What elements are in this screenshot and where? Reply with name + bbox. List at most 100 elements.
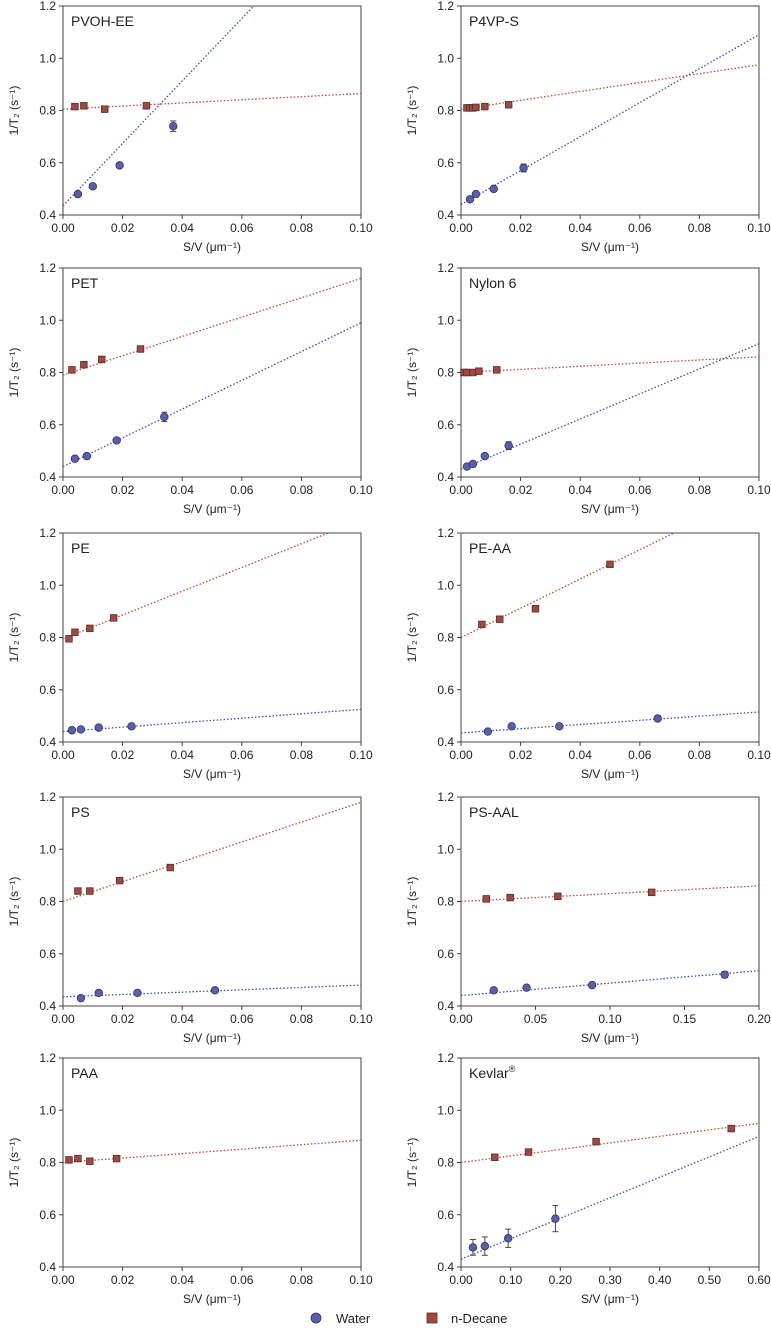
x-tick-label: 0.08 — [688, 221, 712, 235]
x-tick-label: 0.02 — [509, 748, 533, 762]
y-tick-label: 0.4 — [39, 470, 56, 484]
x-tick-label: 0.00 — [449, 748, 473, 762]
y-tick-label: 0.6 — [39, 1208, 56, 1222]
panel-3: 0.4 0.6 0.8 1.0 1.2 0.00 0.02 0.04 0.06 0.08 0.10 S… — [7, 261, 373, 516]
x-tick-label: 0.02 — [111, 1012, 135, 1026]
x-tick-label: 0.06 — [230, 1273, 254, 1287]
data-point — [524, 1148, 533, 1156]
data-point — [109, 614, 118, 622]
y-tick-label: 1.2 — [39, 0, 56, 13]
y-tick-label: 0.6 — [437, 418, 454, 432]
panel-10: 0.4 0.6 0.8 1.0 1.2 0.00 0.10 0.20 0.30 0.40 0.50 0… — [405, 1051, 771, 1306]
series-water — [63, 6, 255, 207]
y-tick-label: 1.2 — [437, 526, 454, 540]
series-n-decane — [63, 1139, 361, 1165]
y-tick-label: 1.2 — [437, 261, 454, 275]
x-tick-label: 0.04 — [171, 748, 195, 762]
x-tick-label: 0.04 — [569, 483, 593, 497]
data-point — [136, 345, 145, 353]
data-point — [142, 102, 151, 110]
y-tick-label: 0.8 — [39, 895, 56, 909]
fit-line — [461, 34, 759, 206]
x-axis-label: S/V (μm⁻¹) — [183, 240, 241, 254]
fit-line — [63, 322, 361, 468]
y-tick-label: 1.0 — [437, 51, 454, 65]
data-point — [489, 986, 498, 995]
data-point — [166, 863, 174, 872]
x-tick-label: 0.00 — [449, 483, 473, 497]
data-point — [468, 459, 478, 469]
x-tick-label: 0.08 — [688, 483, 712, 497]
fit-line — [461, 970, 759, 997]
data-point — [80, 360, 88, 369]
data-point — [648, 888, 656, 897]
x-tick-label: 0.20 — [747, 1012, 771, 1026]
y-tick-label: 1.0 — [437, 313, 454, 327]
y-tick-label: 0.8 — [437, 104, 454, 118]
x-tick-label: 0.08 — [290, 483, 314, 497]
panel-title: PVOH-EE — [71, 13, 134, 29]
x-tick-label: 0.20 — [549, 1273, 573, 1287]
x-tick-label: 0.00 — [51, 1273, 75, 1287]
data-point — [70, 454, 80, 463]
y-tick-label: 0.4 — [437, 208, 454, 222]
x-axis-label: S/V (μm⁻¹) — [581, 1292, 639, 1306]
x-tick-label: 0.50 — [698, 1273, 722, 1287]
data-point — [76, 725, 86, 734]
x-tick-label: 0.04 — [171, 1273, 195, 1287]
panel-title: PAA — [71, 1065, 99, 1081]
y-tick-label: 1.0 — [39, 51, 56, 65]
data-point — [68, 366, 76, 374]
fit-line — [63, 1139, 361, 1164]
series-water — [461, 343, 759, 471]
data-point — [555, 722, 564, 731]
series-n-decane — [460, 356, 759, 377]
x-tick-label: 0.00 — [449, 1273, 473, 1287]
x-axis-label: S/V (μm⁻¹) — [183, 502, 241, 516]
x-tick-label: 0.00 — [51, 748, 75, 762]
x-tick-label: 0.08 — [290, 221, 314, 235]
x-tick-label: 0.08 — [290, 748, 314, 762]
x-axis-label: S/V (μm⁻¹) — [183, 1292, 241, 1306]
series-n-decane — [461, 64, 759, 112]
y-tick-label: 0.6 — [39, 156, 56, 170]
fit-line — [461, 1122, 759, 1164]
panel-title: PS — [71, 804, 90, 820]
data-point — [468, 1243, 478, 1252]
x-tick-label: 0.08 — [290, 1012, 314, 1026]
series-water — [63, 322, 361, 468]
x-tick-label: 0.00 — [51, 483, 75, 497]
series-water — [461, 1135, 759, 1260]
y-tick-label: 0.8 — [437, 895, 454, 909]
x-tick-label: 0.02 — [111, 221, 135, 235]
y-tick-label: 0.4 — [39, 735, 56, 749]
y-tick-label: 0.6 — [437, 947, 454, 961]
data-point — [112, 1154, 121, 1163]
y-tick-label: 1.2 — [437, 790, 454, 804]
y-tick-label: 1.0 — [39, 578, 56, 592]
fit-line — [63, 984, 361, 998]
y-tick-label: 0.8 — [437, 366, 454, 380]
y-tick-label: 0.4 — [437, 735, 454, 749]
data-point — [554, 892, 562, 900]
x-axis-label: S/V (μm⁻¹) — [183, 767, 241, 781]
series-water — [63, 708, 361, 735]
series-water — [461, 34, 759, 206]
series-water — [63, 984, 361, 1003]
y-tick-label: 1.2 — [437, 0, 454, 13]
y-tick-label: 1.2 — [39, 526, 56, 540]
y-tick-label: 1.2 — [437, 1051, 454, 1065]
data-point — [504, 441, 513, 450]
data-point — [522, 983, 531, 992]
x-tick-label: 0.04 — [171, 483, 195, 497]
series-water — [461, 711, 759, 736]
fit-line — [63, 92, 361, 110]
x-tick-label: 0.30 — [598, 1273, 622, 1287]
data-point — [503, 1234, 513, 1243]
x-tick-label: 0.06 — [628, 748, 652, 762]
panel-title: PS-AAL — [469, 804, 519, 820]
data-point — [519, 163, 528, 173]
x-tick-label: 0.10 — [598, 1012, 622, 1026]
x-tick-label: 0.08 — [688, 748, 712, 762]
plot-frame — [460, 1057, 760, 1268]
